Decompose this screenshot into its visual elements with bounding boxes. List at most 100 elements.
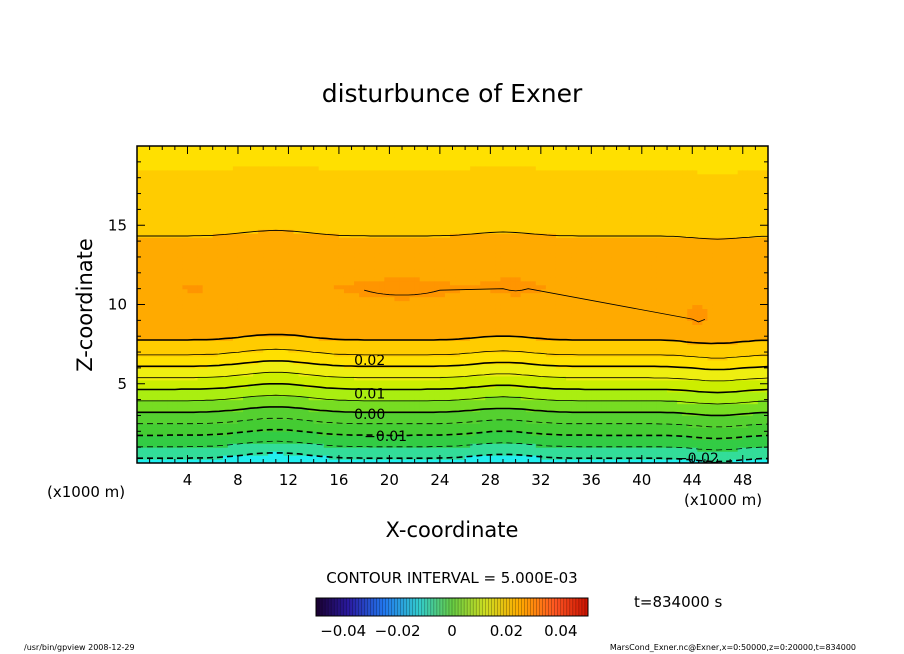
field-cell <box>349 149 355 155</box>
field-cell <box>157 229 163 234</box>
field-cell <box>268 340 274 345</box>
field-cell <box>288 209 295 214</box>
field-cell <box>318 256 325 262</box>
field-cell <box>293 387 300 393</box>
field-cell <box>318 308 325 314</box>
field-cell <box>389 205 396 210</box>
field-cell <box>394 205 401 210</box>
field-cell <box>308 185 315 191</box>
field-cell <box>197 411 204 417</box>
field-cell <box>434 395 441 401</box>
field-cell <box>389 332 396 337</box>
field-cell <box>258 284 264 290</box>
field-cell <box>414 146 421 151</box>
field-cell <box>399 356 406 361</box>
field-cell <box>414 443 421 448</box>
field-cell <box>323 157 330 163</box>
field-cell <box>419 264 426 270</box>
field-cell <box>212 225 219 230</box>
field-cell <box>424 415 431 421</box>
field-cell <box>157 260 163 266</box>
field-cell <box>237 149 244 155</box>
field-cell <box>404 189 411 195</box>
field-cell <box>323 316 330 321</box>
field-cell <box>333 300 340 306</box>
field-cell <box>404 296 411 302</box>
field-cell <box>217 304 224 310</box>
field-cell <box>359 387 365 393</box>
field-cell <box>394 233 401 238</box>
field-cell <box>237 189 244 195</box>
field-cell <box>313 435 320 440</box>
field-cell <box>268 252 274 258</box>
field-cell <box>212 280 219 286</box>
field-cell <box>207 169 214 175</box>
field-cell <box>399 260 406 266</box>
field-cell <box>142 146 148 151</box>
field-cell <box>409 233 416 238</box>
field-cell <box>419 241 426 246</box>
field-cell <box>379 161 385 167</box>
field-cell <box>152 264 158 270</box>
field-cell <box>222 363 229 369</box>
field-cell <box>232 252 239 258</box>
field-cell <box>434 316 441 321</box>
field-cell <box>354 229 360 234</box>
field-cell <box>424 288 431 294</box>
field-cell <box>333 371 340 377</box>
field-cell <box>374 173 380 179</box>
field-cell <box>248 324 254 329</box>
field-cell <box>399 169 406 175</box>
field-cell <box>278 205 284 210</box>
field-cell <box>263 209 269 214</box>
field-cell <box>187 379 194 385</box>
field-cell <box>369 427 375 432</box>
field-cell <box>414 447 421 452</box>
field-cell <box>237 427 244 432</box>
field-cell <box>293 252 300 258</box>
field-cell <box>419 320 426 325</box>
field-cell <box>333 451 340 456</box>
field-cell <box>202 221 209 226</box>
field-cell <box>222 403 229 409</box>
field-cell <box>283 256 290 262</box>
field-cell <box>404 300 411 306</box>
field-cell <box>394 427 401 432</box>
field-cell <box>359 221 365 226</box>
field-cell <box>338 324 345 329</box>
field-cell <box>192 173 199 179</box>
field-cell <box>298 431 305 436</box>
field-cell <box>248 268 254 274</box>
field-cell <box>343 213 350 218</box>
field-cell <box>288 415 295 421</box>
field-cell <box>409 169 416 175</box>
field-cell <box>268 249 274 254</box>
field-cell <box>359 399 365 405</box>
field-cell <box>167 336 173 341</box>
field-cell <box>288 304 295 310</box>
field-cell <box>152 197 158 203</box>
field-cell <box>217 189 224 195</box>
field-cell <box>323 288 330 294</box>
field-cell <box>308 348 315 353</box>
field-cell <box>364 225 370 230</box>
field-cell <box>419 371 426 377</box>
field-cell <box>137 245 143 250</box>
field-cell <box>243 459 249 463</box>
field-cell <box>318 276 325 282</box>
field-cell <box>147 181 153 187</box>
field-cell <box>278 455 284 460</box>
field-cell <box>313 411 320 417</box>
field-cell <box>222 177 229 183</box>
field-cell <box>147 249 153 254</box>
field-cell <box>323 391 330 397</box>
field-cell <box>162 225 168 230</box>
field-cell <box>283 459 290 463</box>
field-cell <box>258 407 264 413</box>
field-cell <box>404 455 411 460</box>
field-cell <box>399 344 406 349</box>
field-cell <box>389 300 396 306</box>
field-cell <box>187 229 194 234</box>
field-cell <box>192 272 199 278</box>
field-cell <box>323 435 330 440</box>
